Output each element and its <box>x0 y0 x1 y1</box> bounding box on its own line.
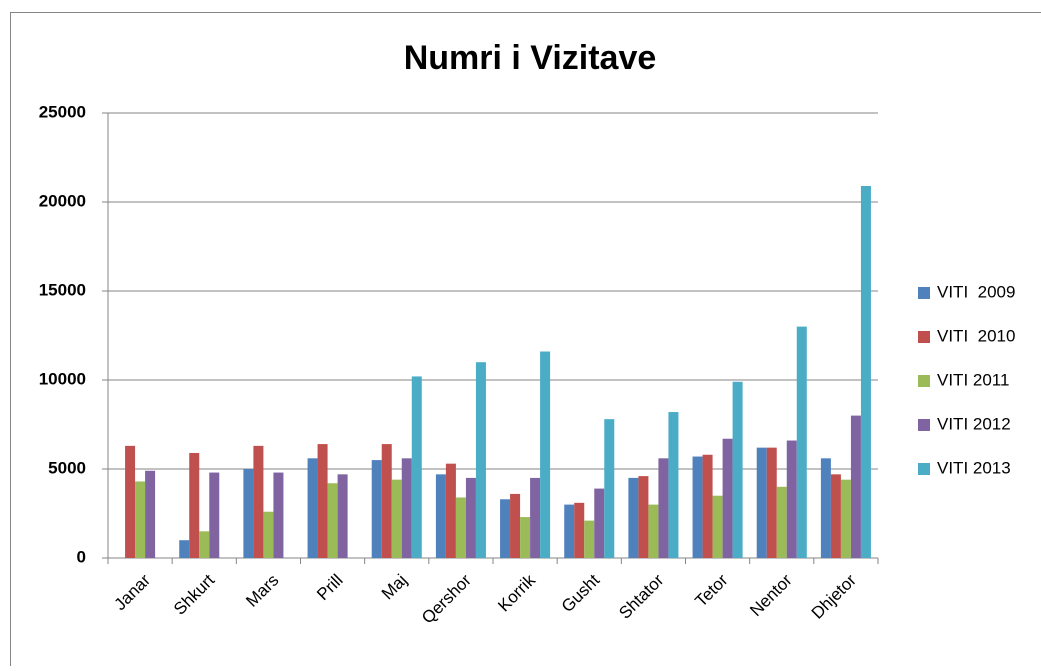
bar <box>135 481 145 558</box>
bar <box>767 448 777 558</box>
bar <box>476 362 486 558</box>
legend-label: VITI 2011 <box>937 370 1009 389</box>
chart-title: Numri i Vizitave <box>404 39 657 77</box>
bar <box>125 446 135 558</box>
bar <box>648 505 658 558</box>
bar <box>382 444 392 558</box>
bar <box>693 457 703 558</box>
bar <box>466 478 476 558</box>
bar <box>308 458 318 558</box>
bar <box>733 382 743 558</box>
bar <box>372 460 382 558</box>
y-tick-label: 0 <box>77 547 86 566</box>
bar <box>530 478 540 558</box>
legend-label: VITI 2013 <box>937 458 1011 477</box>
bar <box>777 487 787 558</box>
bar <box>402 458 412 558</box>
bar <box>392 480 402 558</box>
y-tick-label: 10000 <box>39 369 86 388</box>
legend-swatch <box>918 463 930 475</box>
bar <box>668 412 678 558</box>
bar <box>456 497 466 558</box>
legend-label: VITI 2010 <box>937 326 1015 345</box>
y-tick-label: 20000 <box>39 191 86 210</box>
y-tick-label: 15000 <box>39 280 86 299</box>
bar <box>703 455 713 558</box>
bar <box>436 474 446 558</box>
bar <box>189 453 199 558</box>
bar <box>831 474 841 558</box>
bar <box>574 503 584 558</box>
bar <box>540 352 550 558</box>
bar <box>638 476 648 558</box>
bar <box>209 473 219 558</box>
bar <box>564 505 574 558</box>
bar <box>841 480 851 558</box>
bar <box>446 464 456 558</box>
bar <box>510 494 520 558</box>
bar <box>253 446 263 558</box>
bar <box>179 540 189 558</box>
bar <box>861 186 871 558</box>
legend-swatch <box>918 419 930 431</box>
bar <box>273 473 283 558</box>
bar <box>318 444 328 558</box>
legend-label: VITI 2009 <box>937 282 1015 301</box>
y-tick-label: 5000 <box>48 458 86 477</box>
legend-swatch <box>918 287 930 299</box>
bar <box>604 419 614 558</box>
bar <box>797 327 807 558</box>
bar <box>263 512 273 558</box>
bar <box>243 469 253 558</box>
bar <box>821 458 831 558</box>
bar <box>713 496 723 558</box>
bar <box>723 439 733 558</box>
legend-label: VITI 2012 <box>937 414 1011 433</box>
y-tick-label: 25000 <box>39 102 86 121</box>
bar <box>412 376 422 558</box>
bar <box>328 483 338 558</box>
bar <box>338 474 348 558</box>
bar <box>584 521 594 558</box>
bar <box>658 458 668 558</box>
bar <box>500 499 510 558</box>
bar <box>628 478 638 558</box>
chart-border <box>11 13 1041 667</box>
bar <box>594 489 604 558</box>
bar <box>199 531 209 558</box>
legend-swatch <box>918 331 930 343</box>
legend-swatch <box>918 375 930 387</box>
bar <box>520 517 530 558</box>
bar <box>787 441 797 558</box>
bar <box>145 471 155 558</box>
bar <box>851 416 861 558</box>
bar <box>757 448 767 558</box>
